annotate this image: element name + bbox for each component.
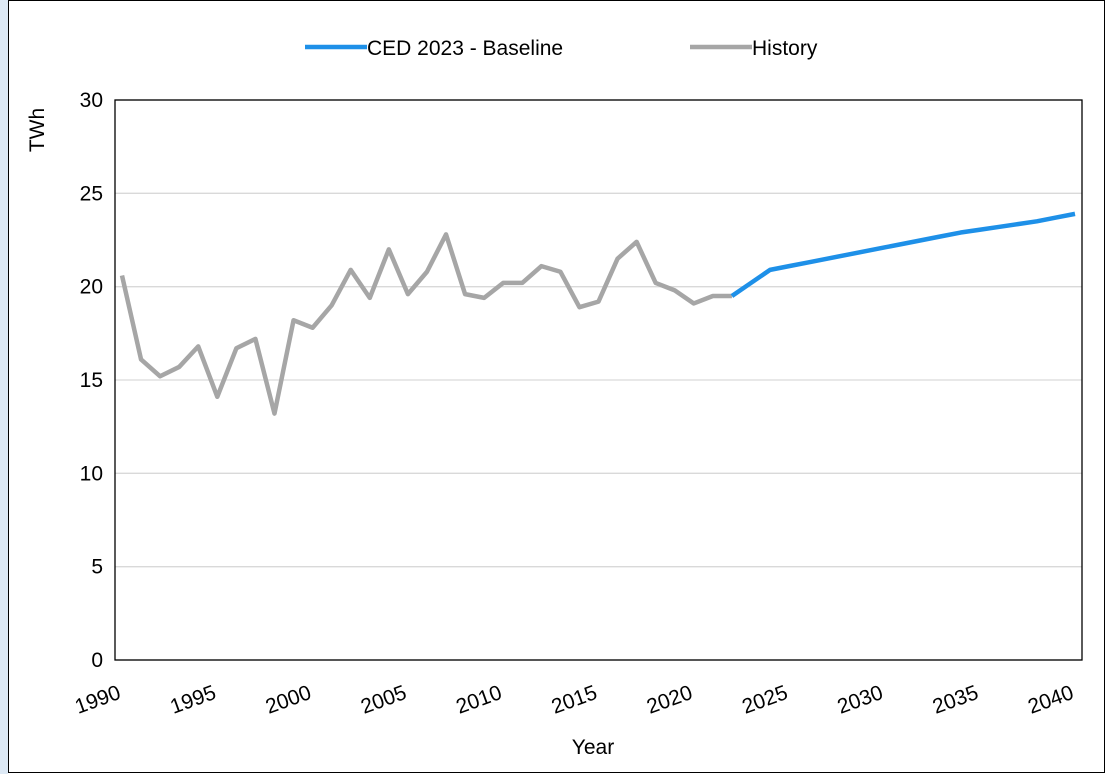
x-axis-label: Year bbox=[572, 736, 614, 759]
y-tick-label: 0 bbox=[91, 649, 103, 672]
plot-area bbox=[114, 99, 1083, 661]
legend-label: History bbox=[752, 37, 818, 60]
line-series bbox=[119, 232, 732, 416]
y-axis-label: TWh bbox=[26, 108, 49, 152]
y-tick-label: 15 bbox=[80, 369, 103, 392]
y-tick-label: 20 bbox=[80, 276, 103, 299]
legend-label: CED 2023 - Baseline bbox=[367, 37, 563, 60]
chart-border bbox=[8, 0, 1105, 773]
y-tick-label: 30 bbox=[80, 89, 103, 112]
line-series bbox=[730, 211, 1076, 298]
y-tick-label: 10 bbox=[80, 462, 103, 485]
y-tick-label: 5 bbox=[91, 556, 103, 579]
y-tick-label: 25 bbox=[80, 182, 103, 205]
window-edge bbox=[0, 0, 8, 774]
